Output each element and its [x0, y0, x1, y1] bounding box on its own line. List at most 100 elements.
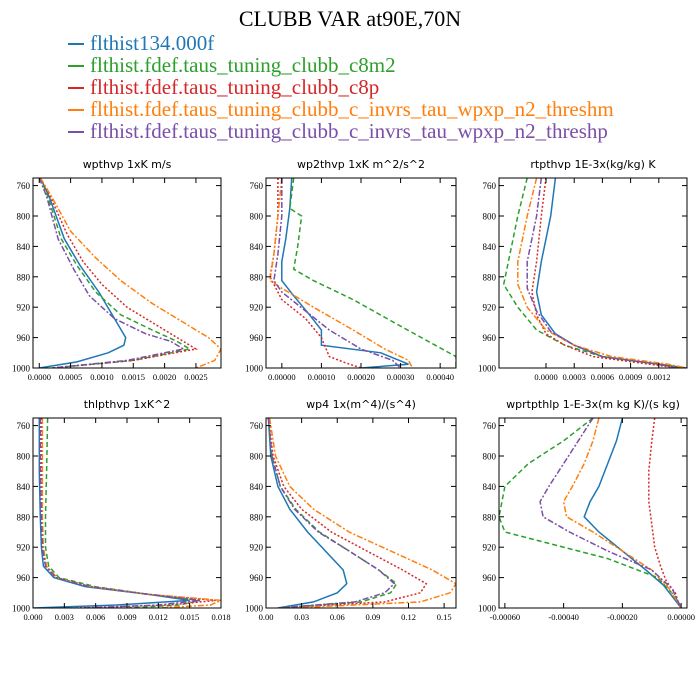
x-tick-label: 0.012 — [149, 612, 168, 622]
y-tick-label: 920 — [17, 543, 31, 553]
series-line — [562, 418, 682, 608]
x-tick-label: 0.0015 — [122, 372, 145, 382]
y-tick-label: 960 — [250, 333, 264, 343]
subplot: rtpthvp 1E-3x(kg/kg) K 760 800 840 880 920 960… — [478, 158, 688, 382]
y-tick-label: 1000 — [12, 364, 31, 374]
y-tick-label: 800 — [250, 452, 264, 462]
y-tick-label: 800 — [17, 452, 31, 462]
x-tick-label: 0.00040 — [426, 372, 454, 382]
series-line — [267, 418, 348, 608]
x-tick-label: 0.00030 — [387, 372, 415, 382]
legend-label: flthist.fdef.taus_tuning_clubb_c_invrs_t… — [90, 97, 614, 121]
series-line — [267, 418, 428, 608]
series-line — [41, 418, 221, 608]
subplot: wpthvp 1xK m/s76080084088092096010000.00… — [12, 158, 222, 382]
series-line — [269, 178, 414, 368]
x-tick-label: 0.00000 — [667, 612, 695, 622]
y-tick-label: 960 — [250, 573, 264, 583]
x-tick-label: -0.00060 — [490, 612, 520, 622]
y-tick-label: 880 — [17, 512, 31, 522]
y-tick-label: 760 — [17, 421, 31, 431]
series-line — [531, 178, 678, 368]
subplot-title: wpthvp 1xK m/s — [83, 158, 172, 171]
plot-frame — [265, 177, 457, 369]
y-tick-label: 800 — [17, 212, 31, 222]
y-tick-label: 800 — [483, 452, 497, 462]
series-line — [281, 178, 409, 368]
y-tick-label: 760 — [250, 181, 264, 191]
x-tick-label: 0.00000 — [268, 372, 296, 382]
series-line — [539, 418, 682, 608]
y-tick-label: 800 — [250, 212, 264, 222]
subplot-title: wp4 1x(m^4)/(s^4) — [306, 398, 416, 411]
y-tick-label: 1000 — [245, 604, 264, 614]
x-tick-label: 0.0012 — [647, 372, 670, 382]
x-tick-label: 0.003 — [55, 612, 74, 622]
series-group — [269, 178, 456, 368]
y-tick-label: 920 — [250, 303, 264, 313]
y-tick-label: 840 — [250, 242, 264, 252]
y-tick-label: 1000 — [478, 604, 497, 614]
y-tick-label: 880 — [250, 272, 264, 282]
subplot: thlpthvp 1xK^276080084088092096010000.00… — [12, 398, 231, 622]
legend-label: flthist.fdef.taus_tuning_clubb_c8m2 — [90, 53, 396, 77]
y-tick-label: 1000 — [12, 604, 31, 614]
series-line — [39, 418, 201, 608]
legend-label: flthist.fdef.taus_tuning_clubb_c8p — [90, 75, 380, 99]
legend-swatch — [68, 131, 84, 133]
x-tick-label: 0.06 — [330, 612, 345, 622]
y-tick-label: 1000 — [478, 364, 497, 374]
series-line — [39, 178, 198, 368]
y-tick-label: 760 — [483, 421, 497, 431]
x-tick-label: 0.006 — [86, 612, 105, 622]
figure-title: CLUBB VAR at90E,70N — [238, 6, 462, 31]
series-line — [288, 178, 456, 368]
y-tick-label: 880 — [250, 512, 264, 522]
y-tick-label: 920 — [483, 543, 497, 553]
plot-frame — [265, 417, 457, 609]
plot-frame — [498, 417, 688, 609]
series-line — [499, 418, 682, 608]
x-tick-label: 0.000 — [23, 612, 42, 622]
x-tick-label: 0.09 — [365, 612, 380, 622]
y-tick-label: 920 — [250, 543, 264, 553]
series-group — [502, 178, 687, 368]
x-tick-label: 0.0020 — [153, 372, 176, 382]
y-tick-label: 960 — [483, 573, 497, 583]
series-line — [269, 178, 362, 368]
series-line — [38, 178, 186, 368]
x-tick-label: 0.03 — [294, 612, 309, 622]
series-line — [268, 418, 456, 608]
subplot: wprtpthlp 1-E-3x(m kg K)/(s kg) 760 800 840… — [478, 398, 695, 622]
y-tick-label: 880 — [483, 272, 497, 282]
series-line — [502, 178, 687, 368]
y-tick-label: 960 — [17, 573, 31, 583]
subplot: wp2thvp 1xK m^2/s^2 760 800 840 880 920 960 100… — [245, 158, 457, 382]
series-line — [648, 418, 682, 608]
series-group — [267, 418, 456, 608]
x-tick-label: 0.0009 — [619, 372, 642, 382]
series-line — [273, 178, 402, 368]
series-line — [39, 178, 127, 368]
series-line — [267, 418, 398, 608]
x-tick-label: 0.009 — [117, 612, 136, 622]
x-tick-label: 0.0000 — [28, 372, 51, 382]
series-line — [526, 178, 678, 368]
series-line — [267, 418, 396, 608]
y-tick-label: 960 — [483, 333, 497, 343]
series-group — [33, 418, 221, 608]
x-tick-label: 0.12 — [401, 612, 416, 622]
x-tick-label: 0.0003 — [563, 372, 586, 382]
y-tick-label: 920 — [483, 303, 497, 313]
subplot-title: wp2thvp 1xK m^2/s^2 — [297, 158, 425, 171]
x-tick-label: 0.0005 — [59, 372, 82, 382]
legend-swatch — [68, 87, 84, 89]
legend-swatch — [68, 109, 84, 111]
y-tick-label: 880 — [17, 272, 31, 282]
y-tick-label: 840 — [17, 482, 31, 492]
y-tick-label: 840 — [17, 242, 31, 252]
y-tick-label: 800 — [483, 212, 497, 222]
legend-label: flthist134.000f — [90, 31, 215, 55]
y-tick-label: 960 — [17, 333, 31, 343]
